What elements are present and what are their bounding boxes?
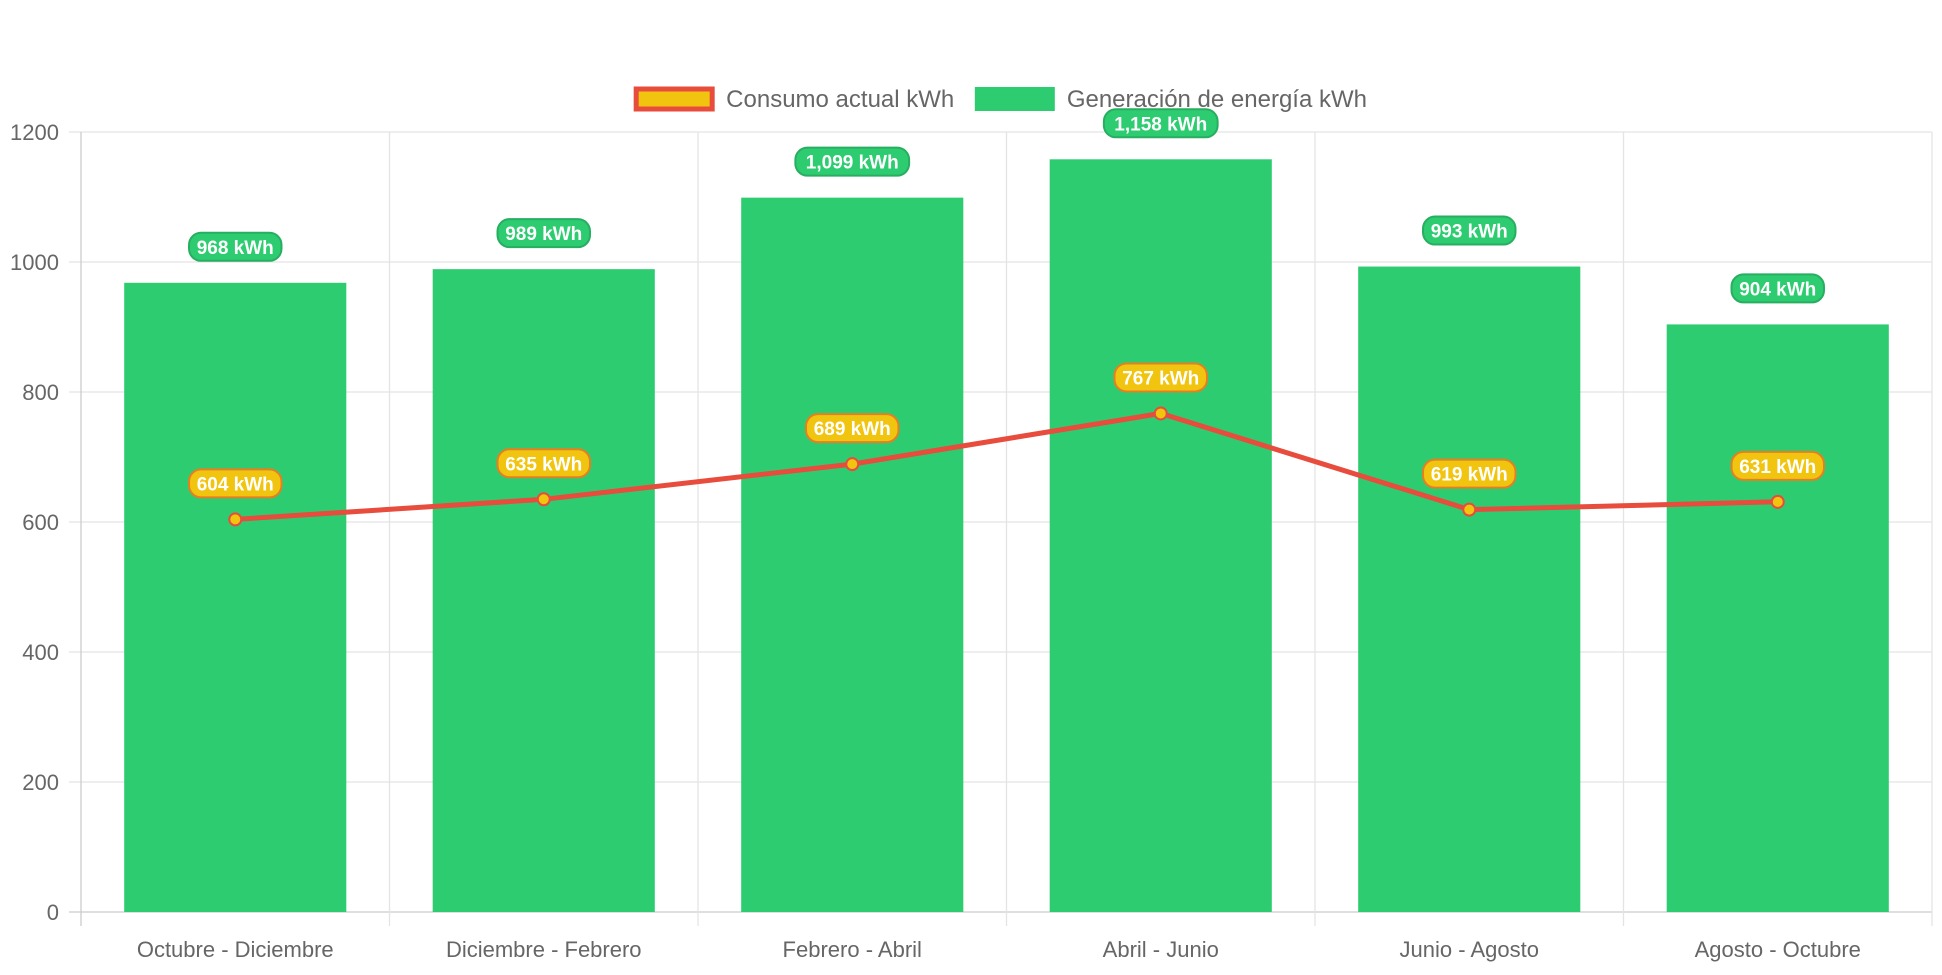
data-label-bg <box>188 231 283 262</box>
legend-item: Generación de energía kWh <box>974 86 1367 113</box>
y-tick-label: 1000 <box>10 250 59 275</box>
legend-item: Consumo actual kWh <box>633 86 954 113</box>
data-label-pill: 604 kWh <box>188 468 283 499</box>
line-consumo <box>235 410 1778 522</box>
data-label-bg <box>1422 458 1517 489</box>
data-label: 993 kWh <box>1431 222 1508 243</box>
bar-generacion <box>1358 266 1581 912</box>
data-label-bg <box>1102 108 1219 139</box>
bar-generacion <box>432 269 655 912</box>
data-label: 689 kWh <box>814 419 891 440</box>
legend-label: Consumo actual kWh <box>726 86 954 113</box>
y-tick-label: 200 <box>22 770 59 795</box>
data-label-pill: 635 kWh <box>496 448 591 479</box>
data-label: 968 kWh <box>197 238 274 259</box>
data-label: 1,099 kWh <box>806 153 899 174</box>
data-label: 631 kWh <box>1739 457 1816 478</box>
x-tick-label: Junio - Agosto <box>1400 937 1539 962</box>
data-label-bg <box>188 468 283 499</box>
data-label-bg <box>1113 362 1208 393</box>
data-label-pill: 904 kWh <box>1730 273 1825 304</box>
bar-generacion <box>124 282 347 912</box>
data-label: 635 kWh <box>505 454 582 475</box>
y-tick-label: 1200 <box>10 120 59 145</box>
point-consumo <box>1153 406 1168 421</box>
x-tick-label: Octubre - Diciembre <box>137 937 334 962</box>
x-tick-label: Febrero - Abril <box>783 937 922 962</box>
data-label-pill: 1,099 kWh <box>794 146 911 177</box>
data-labels: 968 kWh 989 kWh 1,099 kWh 1,158 kWh 993 kWh 9… <box>188 108 1825 499</box>
data-label-bg <box>805 413 900 444</box>
point-consumo <box>845 457 860 472</box>
data-label: 604 kWh <box>197 474 274 495</box>
legend: Consumo actual kWh Generación de energía … <box>633 86 1367 113</box>
legend-swatch-generacion <box>974 87 1055 111</box>
data-label: 619 kWh <box>1431 465 1508 486</box>
data-label-pill: 968 kWh <box>188 231 283 262</box>
y-tick-label: 800 <box>22 380 59 405</box>
legend-label: Generación de energía kWh <box>1067 86 1367 113</box>
data-label-pill: 993 kWh <box>1422 215 1517 246</box>
data-label: 1,158 kWh <box>1114 114 1207 135</box>
data-label-pill: 989 kWh <box>496 218 591 249</box>
x-tick-label: Abril - Junio <box>1103 937 1219 962</box>
line-series <box>228 406 1785 527</box>
data-label-bg <box>496 448 591 479</box>
point-consumo <box>1770 494 1785 509</box>
x-tick-label: Agosto - Octubre <box>1695 937 1861 962</box>
grid <box>69 131 1933 926</box>
data-label-pill: 631 kWh <box>1730 450 1825 481</box>
data-label-pill: 1,158 kWh <box>1102 108 1219 139</box>
point-consumo <box>536 492 551 507</box>
data-label-bg <box>496 218 591 249</box>
data-label-pill: 619 kWh <box>1422 458 1517 489</box>
bar-generacion <box>1666 324 1889 912</box>
data-label-bg <box>1730 450 1825 481</box>
data-label-pill: 767 kWh <box>1113 362 1208 393</box>
bar-series <box>124 159 1889 913</box>
data-label: 989 kWh <box>505 224 582 245</box>
bar-generacion <box>1049 159 1272 913</box>
x-tick-label: Diciembre - Febrero <box>446 937 642 962</box>
y-tick-label: 0 <box>47 900 59 925</box>
data-label: 767 kWh <box>1122 368 1199 389</box>
data-label-bg <box>794 146 911 177</box>
data-label: 904 kWh <box>1739 279 1816 300</box>
data-label-bg <box>1422 215 1517 246</box>
data-label-bg <box>1730 273 1825 304</box>
point-consumo <box>228 512 243 527</box>
data-label-pill: 689 kWh <box>805 413 900 444</box>
point-consumo <box>1462 502 1477 517</box>
bar-generacion <box>741 197 964 912</box>
y-tick-label: 600 <box>22 510 59 535</box>
axes: 0 200 400 600 800 1000 1200 Octubre - Diciembre… <box>10 120 1861 962</box>
y-tick-label: 400 <box>22 640 59 665</box>
legend-swatch-consumo <box>633 86 715 112</box>
